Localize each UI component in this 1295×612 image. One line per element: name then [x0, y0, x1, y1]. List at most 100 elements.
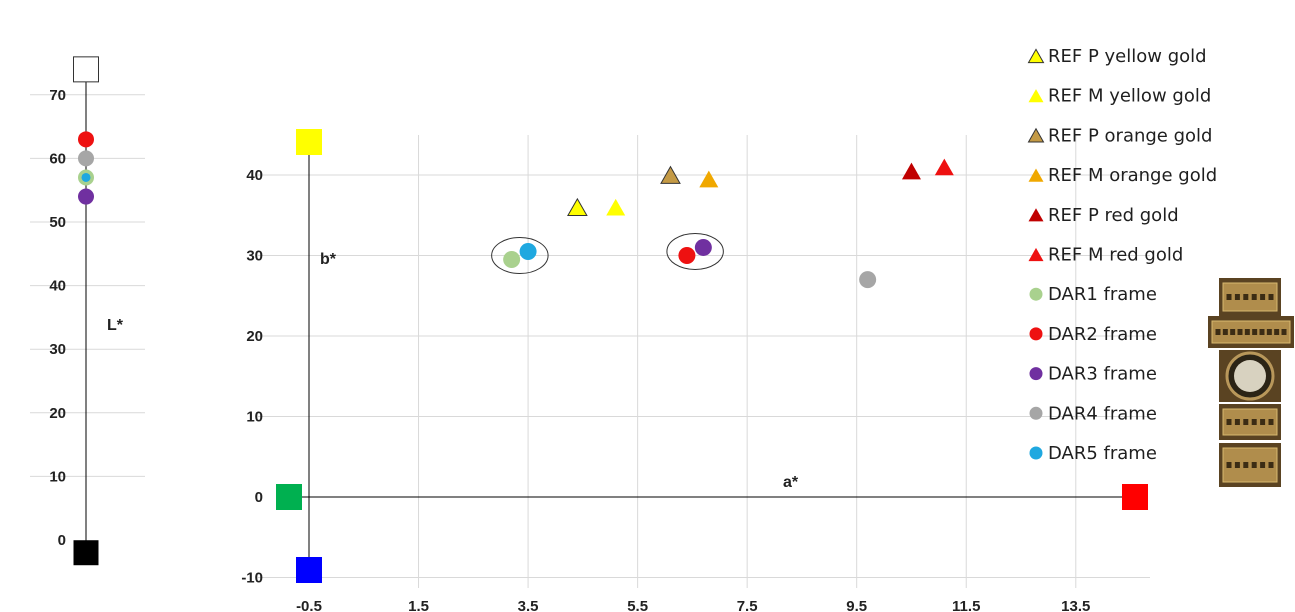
ref-p-orange-gold-marker [660, 165, 681, 184]
photo-counter-digit [1260, 462, 1266, 468]
lstar-dar5-frame-marker [81, 172, 91, 182]
lstar-white-marker [73, 56, 99, 83]
lstar-black-marker [73, 540, 99, 566]
blue-bstar-minus-marker [296, 557, 322, 583]
ref-m-yellow-gold-marker [606, 198, 626, 216]
photo-plate [1222, 408, 1278, 436]
photo-counter-digit [1260, 294, 1266, 300]
photo-counter-digit [1234, 462, 1240, 468]
lstar-tick-label: 0 [58, 532, 66, 549]
bstar-tick-label: 40 [246, 167, 263, 184]
legend-item-ref-p-red-gold: REF P red gold [1028, 205, 1179, 226]
dar3-frame-photo [1219, 350, 1281, 402]
legend-circle-icon [1029, 327, 1043, 341]
red-astar-plus-marker [1122, 484, 1148, 510]
legend-triangle-icon [1027, 127, 1045, 143]
legend-item-dar5-frame: DAR5 frame [1029, 443, 1157, 464]
photo-counter-digit [1260, 419, 1266, 425]
green-astar-minus-marker [276, 484, 302, 510]
photo-counter-digit [1274, 329, 1280, 335]
photo-counter-digit [1259, 329, 1265, 335]
ab-axes [276, 129, 1148, 583]
astar-tick-label: 1.5 [408, 598, 429, 612]
ab-tick-labels: -10 0 10 20 30 40 -0.5 1.5 3.5 5.5 7.5 9.5 11.5 13.5 [241, 167, 1090, 612]
legend-label: DAR2 frame [1048, 324, 1157, 345]
bstar-tick-label: -10 [241, 570, 263, 587]
legend-item-dar1-frame: DAR1 frame [1029, 284, 1157, 305]
photo-counter-digit [1281, 329, 1287, 335]
legend-label: DAR4 frame [1048, 403, 1157, 424]
ref-m-orange-gold-marker [699, 170, 719, 188]
ref-p-red-gold-marker [901, 162, 921, 180]
legend-circle-icon [1029, 446, 1043, 460]
lstar-tick-label: 60 [49, 150, 66, 167]
lstar-tick-label: 40 [49, 278, 66, 295]
photo-dial-face [1234, 360, 1266, 392]
dar1-frame-marker [503, 251, 521, 269]
legend-triangle-icon [1027, 48, 1045, 64]
legend-label: REF M orange gold [1048, 165, 1217, 186]
bstar-tick-label: 10 [246, 409, 263, 426]
legend-circle-icon [1029, 367, 1043, 381]
legend: REF P yellow gold REF M yellow gold REF P … [1027, 46, 1217, 464]
photo-plate [1222, 447, 1278, 483]
photo-counter-digit [1234, 294, 1240, 300]
photo-counter-digit [1226, 294, 1232, 300]
legend-item-ref-p-yellow-gold: REF P yellow gold [1027, 46, 1207, 67]
photo-counter-digit [1237, 329, 1243, 335]
dar3-frame-marker [694, 238, 712, 256]
astar-tick-label: 13.5 [1061, 598, 1090, 612]
dar1-frame-photo [1219, 278, 1281, 316]
lstar-tick-label: 70 [49, 87, 66, 104]
legend-label: REF P yellow gold [1048, 46, 1207, 67]
photo-counter-digit [1222, 329, 1228, 335]
lstar-tick-labels: 0 10 20 30 40 50 60 70 [49, 87, 66, 549]
photo-counter-digit [1244, 329, 1250, 335]
photo-counter-digit [1243, 419, 1249, 425]
dar4-frame-photo [1219, 404, 1281, 440]
photo-counter-digit [1243, 294, 1249, 300]
photo-counter-digit [1251, 419, 1257, 425]
astar-tick-label: 9.5 [846, 598, 867, 612]
photo-counter-digit [1215, 329, 1221, 335]
legend-label: REF P orange gold [1048, 125, 1212, 146]
legend-item-dar2-frame: DAR2 frame [1029, 324, 1157, 345]
legend-item-ref-m-yellow-gold: REF M yellow gold [1028, 86, 1211, 107]
dar2-frame-marker [678, 247, 696, 264]
legend-item-ref-p-orange-gold: REF P orange gold [1027, 125, 1212, 146]
photo-counter-digit [1226, 419, 1232, 425]
photo-counter-digit [1268, 462, 1274, 468]
lstar-axis-label: L* [107, 317, 124, 334]
frame-photo-thumbnails [1208, 278, 1294, 487]
dar2-frame-photo [1208, 316, 1294, 348]
photo-counter-digit [1252, 329, 1258, 335]
ab-markers [503, 158, 954, 289]
legend-label: DAR5 frame [1048, 443, 1157, 464]
ref-p-yellow-gold-marker [567, 197, 588, 217]
bstar-tick-label: 0 [255, 489, 263, 506]
cluster-ellipses [491, 232, 724, 275]
dar4-frame-marker [859, 271, 877, 289]
photo-counter-digit [1268, 294, 1274, 300]
lstar-markers [73, 56, 99, 566]
photo-counter-digit [1226, 462, 1232, 468]
cluster-ellipse-dar1-dar5 [491, 236, 549, 275]
legend-item-dar4-frame: DAR4 frame [1029, 403, 1157, 424]
yellow-bstar-plus-marker [296, 129, 322, 155]
astar-tick-label: 3.5 [518, 598, 539, 612]
legend-item-dar3-frame: DAR3 frame [1029, 364, 1157, 385]
legend-triangle-icon [1028, 208, 1044, 222]
astar-tick-label: -0.5 [296, 598, 322, 612]
lstar-dar3-frame-marker [78, 188, 94, 205]
photo-counter-digit [1251, 294, 1257, 300]
dar5-frame-photo [1219, 443, 1281, 487]
ref-m-red-gold-marker [934, 158, 954, 176]
astar-axis-label: a* [783, 474, 799, 491]
lstar-tick-label: 20 [49, 405, 66, 422]
photo-counter-digit [1268, 419, 1274, 425]
legend-label: DAR3 frame [1048, 364, 1157, 385]
legend-triangle-icon [1028, 247, 1044, 262]
legend-label: REF M yellow gold [1048, 86, 1211, 107]
lstar-tick-label: 10 [49, 468, 66, 485]
